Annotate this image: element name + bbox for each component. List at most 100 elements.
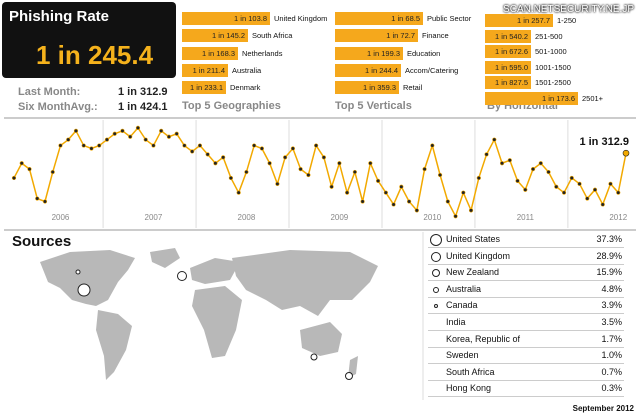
source-share: 1.0% <box>601 350 622 361</box>
point <box>306 172 311 178</box>
source-icon <box>432 269 440 278</box>
last-month-value: 1 in 312.9 <box>118 86 168 98</box>
point <box>461 190 466 195</box>
point <box>476 175 481 181</box>
x-tick-label: 2007 <box>145 213 163 222</box>
rate-bar: 1 in 244.4 <box>335 63 401 77</box>
point <box>437 172 443 178</box>
x-tick-label: 2008 <box>238 213 256 222</box>
x-tick-label: 2010 <box>423 213 441 222</box>
rate-bar: 1 in 540.2 <box>485 29 531 43</box>
source-share: 15.9% <box>596 267 622 278</box>
row-name: 501-1000 <box>535 47 567 56</box>
source-icon <box>430 234 442 246</box>
row-name: South Africa <box>252 31 293 41</box>
source-icon <box>433 286 439 293</box>
point <box>592 187 598 192</box>
x-tick-label: 2012 <box>609 213 627 222</box>
point <box>120 128 125 133</box>
point <box>221 155 226 160</box>
point <box>73 128 79 133</box>
point <box>35 196 40 201</box>
title: Phishing Rate <box>9 8 110 25</box>
point <box>569 175 574 181</box>
point <box>368 161 373 166</box>
source-name: United Kingdom <box>446 250 511 261</box>
row-name: 1501-2500 <box>535 78 571 87</box>
row-line <box>428 363 624 365</box>
row-name: 2501+ <box>582 93 604 103</box>
point <box>523 187 528 192</box>
point <box>259 146 264 151</box>
rate-panel <box>2 2 176 78</box>
point <box>406 199 412 204</box>
point <box>205 152 210 157</box>
point <box>267 161 272 166</box>
rate-bar: 1 in 233.1 <box>182 81 226 95</box>
rate-bar: 1 in 145.2 <box>182 29 248 43</box>
source-share: 3.9% <box>601 300 622 311</box>
point <box>345 190 350 195</box>
point <box>128 134 133 139</box>
point <box>135 125 141 130</box>
source-icon <box>431 251 441 262</box>
rate-bar: 1 in 827.5 <box>485 76 531 89</box>
point <box>337 161 342 166</box>
row-line <box>428 313 624 315</box>
point <box>616 190 621 195</box>
point <box>445 199 450 204</box>
point <box>608 181 613 186</box>
point <box>151 143 156 148</box>
sources-title: Sources <box>12 233 72 250</box>
source-share: 4.8% <box>601 283 622 294</box>
six-month-label: Six MonthAvg.: <box>18 101 98 113</box>
row-line <box>428 346 624 348</box>
point <box>376 178 381 183</box>
rate-bar: 1 in 211.4 <box>182 63 228 77</box>
point <box>190 149 195 154</box>
point <box>244 169 249 175</box>
row-name: Retail <box>403 83 423 93</box>
source-name: New Zealand <box>446 267 500 278</box>
point <box>89 146 94 151</box>
point <box>554 184 559 189</box>
point <box>42 199 48 204</box>
point <box>321 155 326 160</box>
point <box>66 137 71 142</box>
point <box>11 175 17 181</box>
point <box>360 199 365 204</box>
point <box>27 167 32 172</box>
rate-bar: 1 in 103.8 <box>182 12 270 25</box>
point <box>422 167 427 172</box>
point <box>492 137 497 142</box>
rate-bar: 1 in 595.0 <box>485 60 531 74</box>
rate-bar: 1 in 68.5 <box>335 12 423 25</box>
source-name: Hong Kong <box>446 383 492 394</box>
map-markers <box>75 269 353 380</box>
source-name: Australia <box>446 283 482 294</box>
source-share: 0.3% <box>601 383 622 394</box>
point <box>453 214 458 219</box>
point <box>166 134 172 139</box>
point <box>112 131 117 136</box>
point <box>159 128 164 133</box>
point <box>236 190 241 195</box>
point <box>530 167 536 172</box>
six-month-value: 1 in 424.1 <box>118 101 168 113</box>
source-name: Sweden <box>446 350 479 361</box>
point <box>468 208 474 213</box>
point <box>507 158 512 163</box>
source-icon <box>434 304 438 309</box>
rate-bar: 1 in 173.6 <box>485 91 578 105</box>
point <box>174 131 179 136</box>
source-share: 3.5% <box>601 317 622 327</box>
row-name: United Kingdom <box>274 14 328 23</box>
last-month-label: Last Month: <box>18 86 81 98</box>
watermark: SCAN.NETSECURITY.NE.JP <box>503 4 634 15</box>
section-title: Top 5 Verticals <box>335 100 412 112</box>
row-name: Education <box>407 48 441 58</box>
point <box>499 161 505 166</box>
point <box>585 196 590 201</box>
point <box>391 202 396 207</box>
